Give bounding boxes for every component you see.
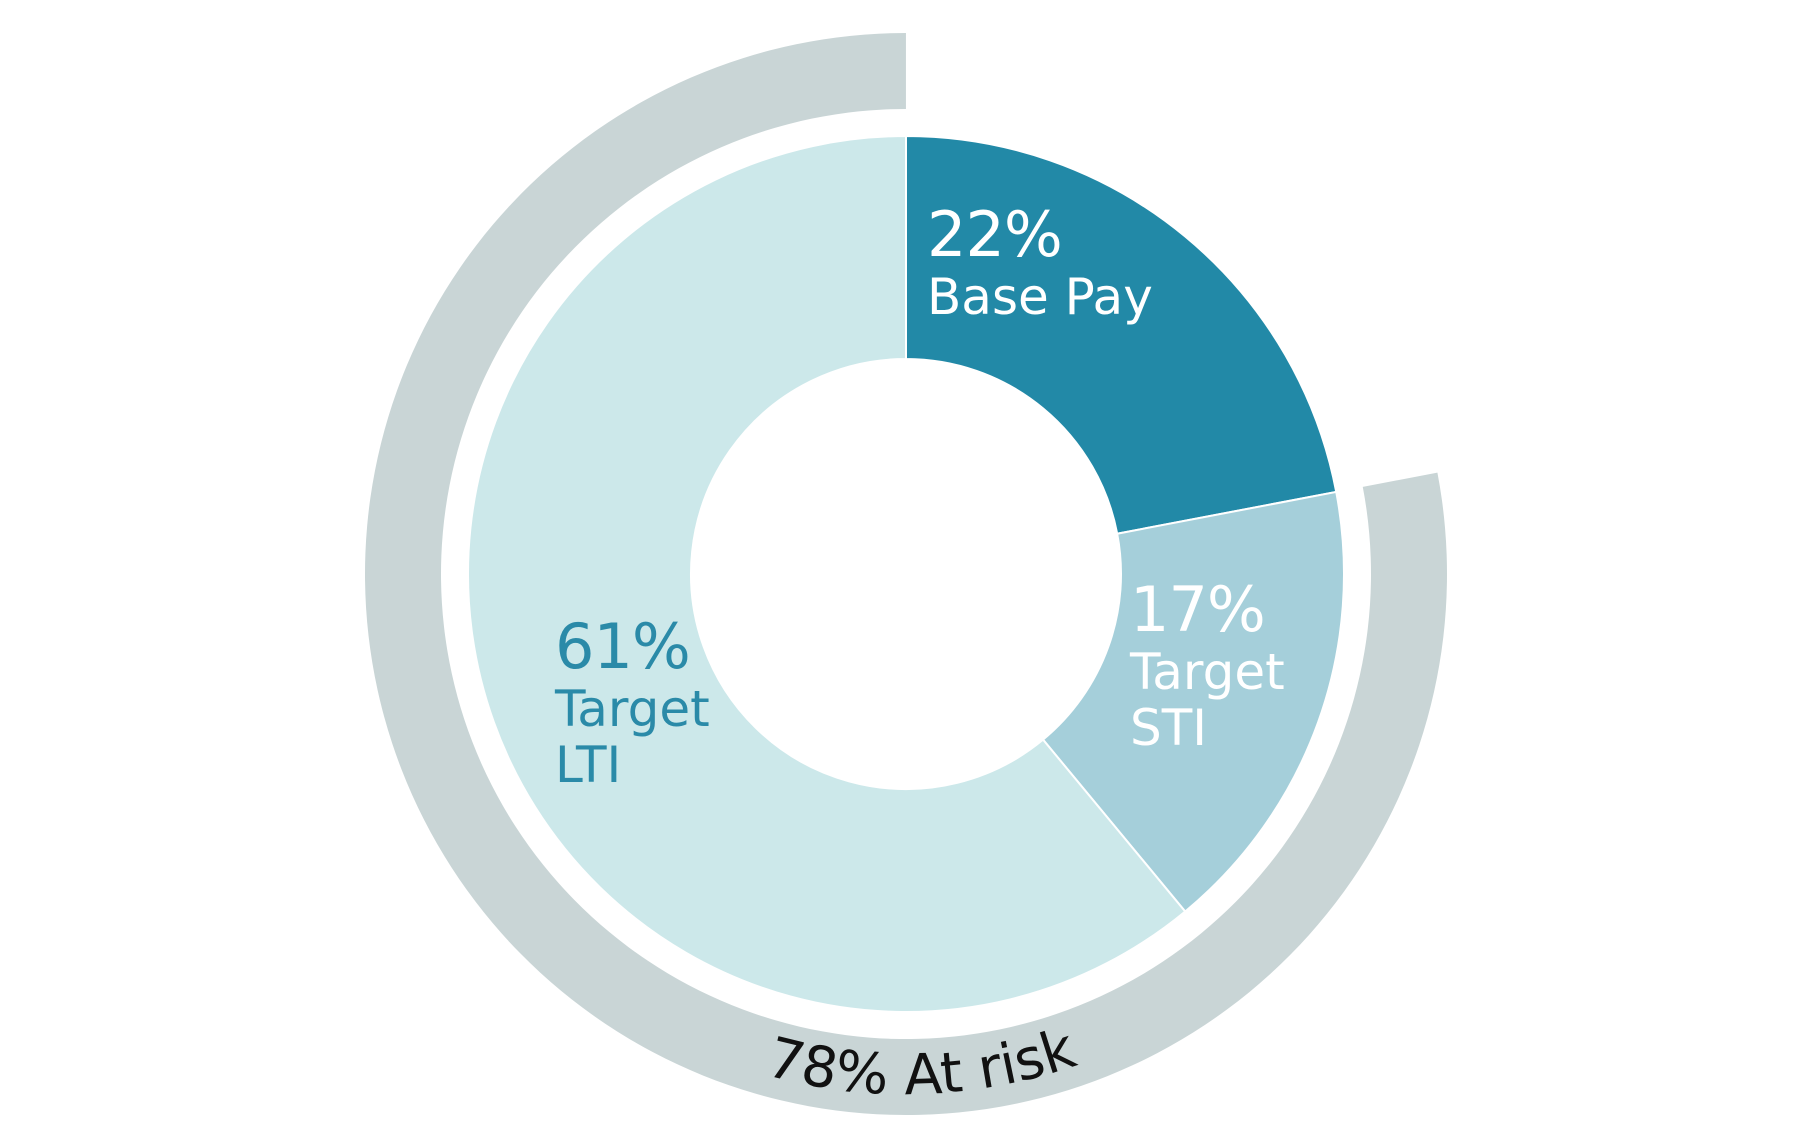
value-label: 17% (1130, 573, 1266, 646)
slice-label: 22% Base Pay (927, 198, 1217, 327)
category-label: Target LTI (555, 680, 710, 795)
value-label: 61% (555, 610, 691, 683)
slice (905, 134, 1338, 535)
donut (467, 134, 1345, 1013)
slice-label: 61% Target LTI (555, 610, 775, 795)
value-label: 22% (927, 198, 1063, 271)
slice (467, 134, 1187, 1013)
slice-label: 17% Target STI (1130, 573, 1350, 758)
slice (1041, 490, 1345, 913)
category-label: Target STI (1130, 643, 1285, 758)
category-label: Base Pay (927, 268, 1153, 327)
